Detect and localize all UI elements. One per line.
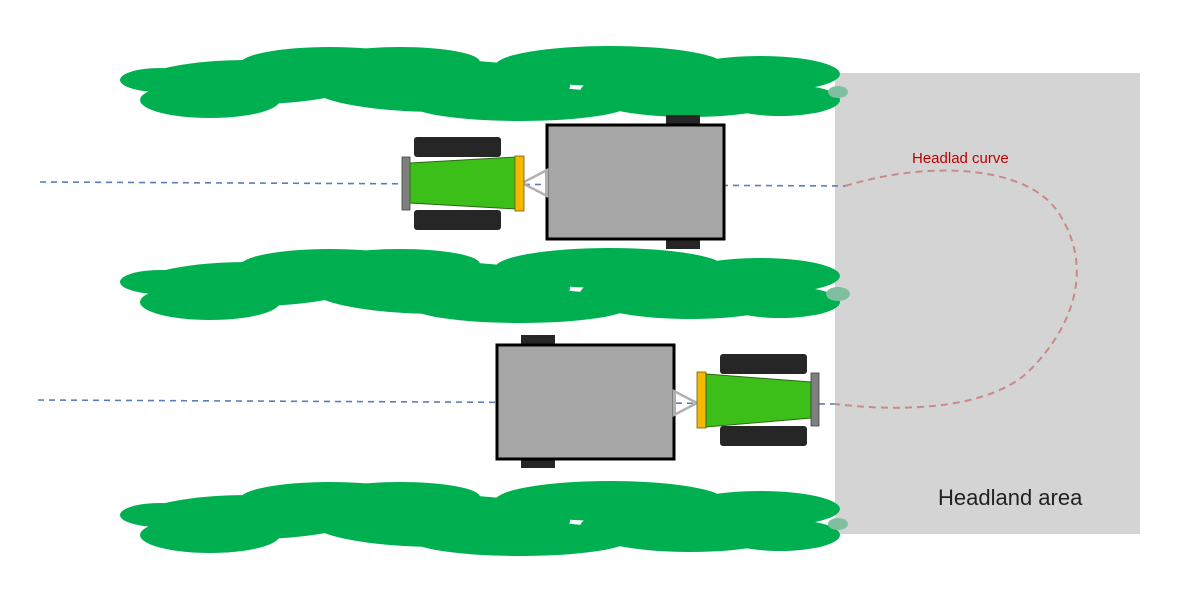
tractor-rear-bar [401, 156, 411, 211]
tractor-wheel [414, 210, 501, 230]
headland-curve [834, 169, 1078, 409]
headland-curve-label: Headlad curve [912, 150, 1009, 167]
crop-row-edges [826, 86, 850, 530]
crop-row-3 [120, 481, 840, 556]
headland-area-label: Headland area [938, 485, 1083, 510]
crop-row-1 [120, 46, 840, 121]
tractor-front-bar [696, 371, 707, 429]
crop-row-2 [120, 248, 840, 323]
headland-area [835, 73, 1140, 534]
tractor-trailer-bottom [495, 335, 820, 468]
hitch [672, 388, 698, 418]
tractor-wheel [720, 426, 807, 446]
tractor-body [409, 156, 517, 210]
tractor-body [705, 373, 812, 428]
path-line-top [39, 181, 846, 187]
trailer-body [495, 343, 676, 461]
tractor-wheel [414, 137, 501, 157]
tractor-rear-bar [810, 372, 820, 427]
hitch [521, 167, 549, 199]
tractor-front-bar [514, 155, 525, 212]
tractor-wheel [720, 354, 807, 374]
trailer-body [545, 123, 726, 241]
tractor-trailer-top [401, 115, 726, 249]
